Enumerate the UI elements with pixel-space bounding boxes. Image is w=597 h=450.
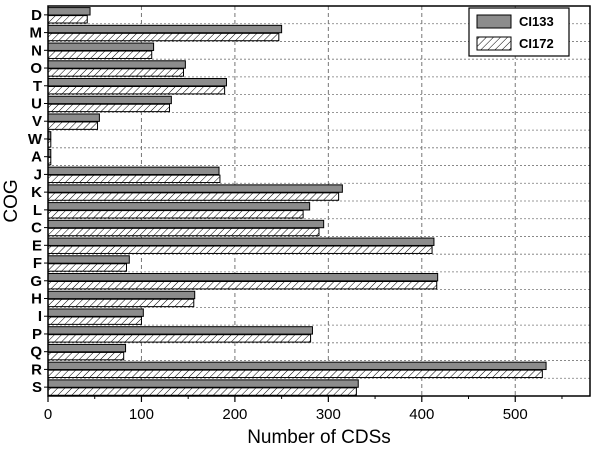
legend-label-ci133: CI133 [519,14,554,29]
bar-ci133-m [47,24,283,34]
bar-ci172-i [47,316,142,325]
legend-swatch-ci172 [476,36,512,51]
bar-ci133-q [47,343,127,353]
category-label-v: V [32,113,42,130]
bar-ci133-o [47,60,186,69]
bar-ci133-c [47,219,325,229]
bar-ci133-l [47,202,311,211]
category-label-n: N [31,42,42,59]
bar-ci172-k [47,192,340,201]
category-label-u: U [31,96,42,113]
category-label-k: K [31,184,42,201]
bar-ci133-s [47,379,359,388]
bar-ci133-f [47,255,130,264]
x-tick-label: 400 [409,406,434,423]
x-tick-label: 200 [222,406,247,423]
bar-ci172-f [47,263,127,272]
bars [47,7,547,396]
category-label-a: A [31,149,42,166]
bar-ci172-n [47,50,153,59]
bar-ci133-r [47,361,547,371]
bar-ci172-r [47,369,543,379]
bar-ci172-u [47,103,170,113]
x-tick-label: 100 [129,406,154,423]
bar-ci133-h [47,290,196,300]
y-axis-title: COG [1,179,22,222]
category-label-w: W [28,131,43,148]
category-label-t: T [33,78,42,95]
bar-ci172-o [47,68,184,77]
bar-ci133-p [47,326,313,335]
bar-ci172-m [47,32,280,42]
category-label-e: E [32,237,42,254]
category-label-g: G [30,273,42,290]
bar-ci172-c [47,227,320,237]
bar-ci172-h [47,298,195,308]
bar-ci133-d [47,7,91,16]
bar-ci133-u [47,95,172,105]
bar-ci133-j [47,166,220,176]
category-label-m: M [30,25,43,42]
bar-ci172-q [47,351,125,361]
x-axis-ticks: 0 100 200 300 400 500 [44,396,563,423]
category-label-r: R [31,361,42,378]
bar-ci172-d [47,15,88,24]
category-label-l: L [33,202,42,219]
x-axis-title: Number of CDSs [247,427,391,448]
category-label-c: C [31,220,42,237]
bar-ci172-s [47,387,357,396]
category-label-f: F [33,255,42,272]
bar-ci133-v [47,113,100,122]
plot-frame [47,5,591,397]
bar-ci172-v [47,121,99,130]
category-label-h: H [31,291,42,308]
bar-ci133-n [47,42,155,51]
category-label-p: P [32,326,42,343]
x-tick-label: 0 [44,406,52,423]
bar-ci172-g [47,281,438,290]
category-label-i: I [38,308,42,325]
bar-ci133-i [47,308,144,317]
legend-label-ci172: CI172 [519,36,554,51]
bar-ci172-l [47,210,304,219]
bar-ci172-t [47,86,226,95]
category-label-o: O [30,60,42,77]
category-label-s: S [32,379,42,396]
bar-ci172-p [47,334,312,343]
category-label-j: J [34,166,42,183]
legend: CI133 CI172 [468,7,570,57]
category-label-d: D [31,7,42,24]
bar-ci172-e [47,245,433,254]
bar-ci172-j [47,174,221,184]
bar-ci133-t [47,78,227,87]
x-tick-label: 500 [503,406,528,423]
category-label-q: Q [30,344,42,361]
bar-ci133-g [47,273,439,282]
x-tick-label: 300 [316,406,341,423]
bar-ci133-k [47,184,343,193]
legend-swatch-ci133 [476,14,512,29]
bar-ci133-e [47,237,435,246]
